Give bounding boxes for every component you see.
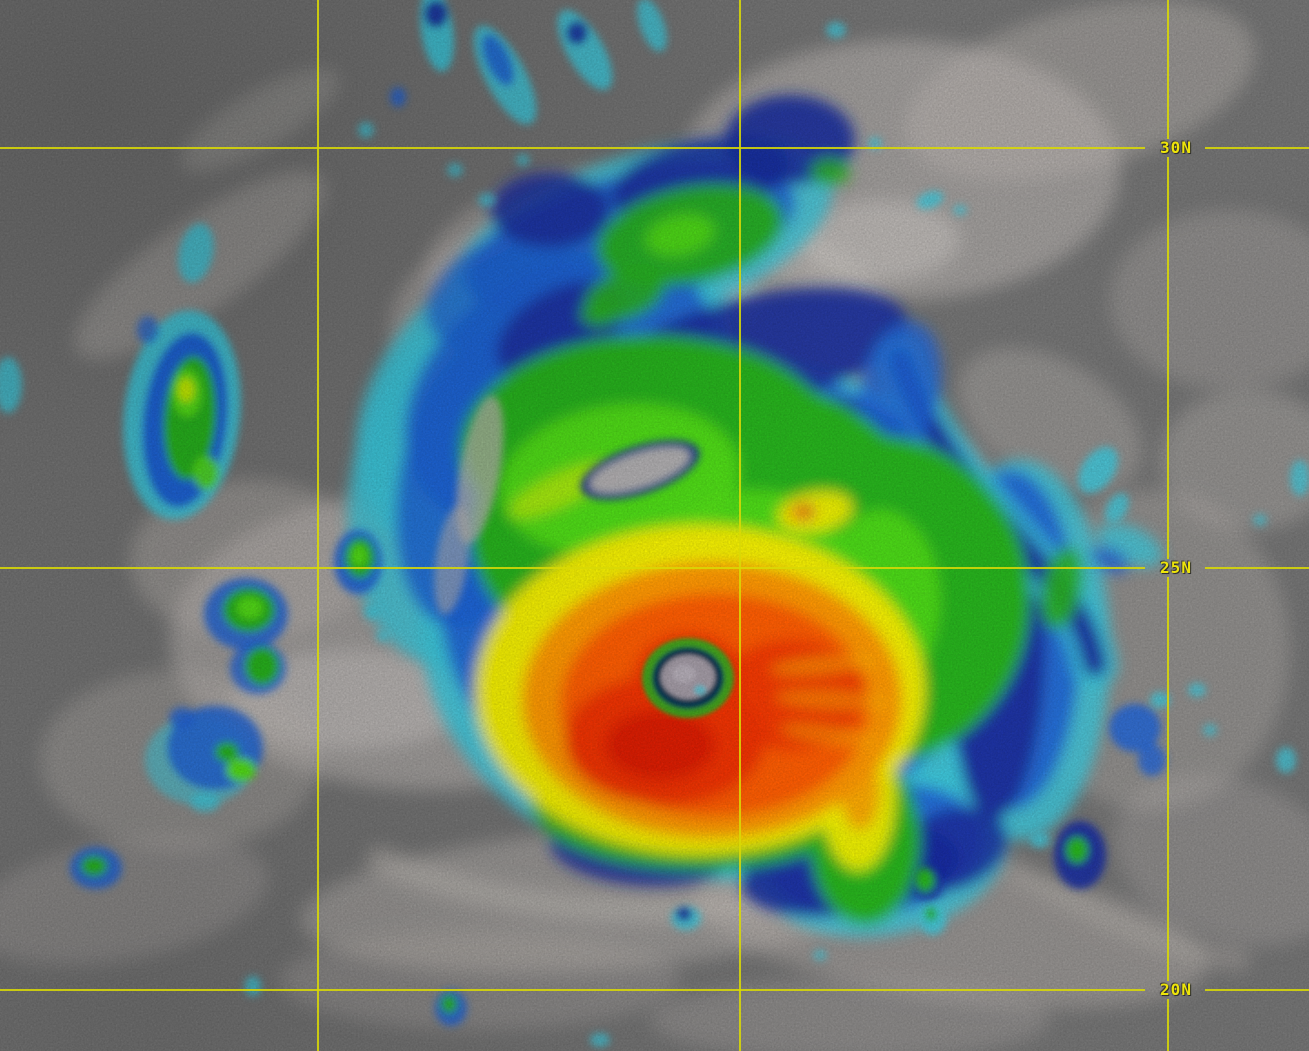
latitude-label-25n: 25N	[1160, 558, 1192, 577]
longitude-gridline	[317, 0, 319, 1051]
latitude-gridline	[0, 989, 1145, 991]
latitude-gridline	[0, 567, 1145, 569]
longitude-gridline	[1167, 0, 1169, 139]
latitude-label-20n: 20N	[1160, 980, 1192, 999]
longitude-gridline	[1167, 577, 1169, 981]
longitude-gridline	[739, 0, 741, 1051]
longitude-gridline	[1167, 157, 1169, 559]
latitude-gridline	[1205, 567, 1309, 569]
latitude-gridline	[0, 147, 1145, 149]
latitude-gridline	[1205, 147, 1309, 149]
latitude-gridline	[1205, 989, 1309, 991]
latitude-label-30n: 30N	[1160, 138, 1192, 157]
longitude-gridline	[1167, 999, 1169, 1051]
